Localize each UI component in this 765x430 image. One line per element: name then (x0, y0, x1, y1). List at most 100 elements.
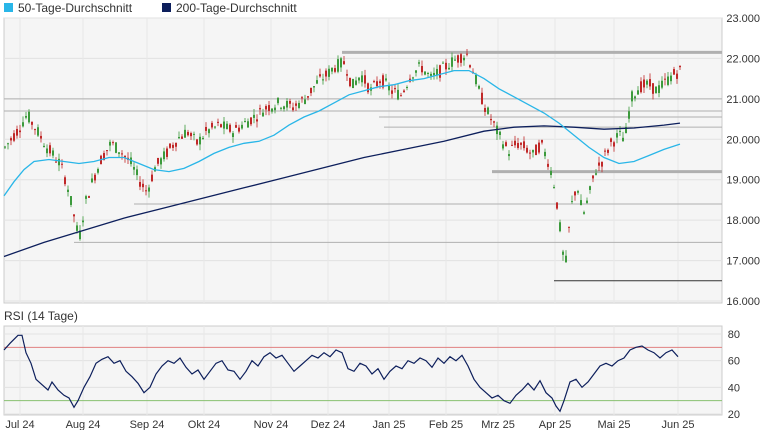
candle-body (79, 230, 81, 240)
candle-body (637, 90, 639, 95)
candle-body (484, 107, 486, 112)
candle-body (298, 102, 300, 108)
candle-body (262, 112, 264, 117)
candle-body (478, 85, 480, 89)
x-tick-label: Jul 24 (5, 419, 34, 430)
candle-body (49, 145, 51, 154)
candle-body (442, 62, 444, 64)
candle-body (526, 147, 528, 153)
candle-body (487, 107, 489, 114)
x-tick-label: Jun 25 (661, 419, 694, 430)
candle-body (610, 138, 612, 142)
candle-body (463, 57, 465, 61)
candle-body (133, 166, 135, 170)
price-panel (3, 17, 723, 304)
candle-body (337, 59, 339, 72)
candle-body (562, 251, 564, 255)
candle-body (238, 127, 240, 132)
candle-body (73, 214, 75, 217)
candle-body (19, 130, 21, 133)
price-tick-label: 18.000 (726, 215, 760, 227)
legend-swatch-sma50 (4, 3, 13, 12)
candle-body (481, 92, 483, 105)
candle-body (475, 74, 477, 85)
candle-body (34, 129, 36, 131)
candle-body (229, 124, 231, 132)
candle-body (310, 87, 312, 94)
candle-body (205, 126, 207, 131)
candle-body (601, 161, 603, 167)
candle-body (448, 67, 450, 70)
candle-body (514, 140, 516, 146)
candle-body (646, 80, 648, 85)
candle-body (244, 121, 246, 123)
candle-body (106, 150, 108, 152)
candle-body (199, 136, 201, 145)
candle-body (40, 135, 42, 139)
candle-body (679, 65, 681, 68)
candle-body (208, 129, 210, 134)
candle-body (364, 75, 366, 84)
candle-body (256, 119, 258, 122)
price-y-axis: 16.000 17.000 18.000 19.000 20.000 21.000 22.0… (726, 13, 760, 308)
candle-body (268, 105, 270, 111)
candle-body (568, 226, 570, 228)
candle-body (115, 142, 117, 153)
price-tick-label: 23.000 (726, 13, 760, 25)
price-tick-label: 21.000 (726, 94, 760, 106)
candle-body (553, 187, 555, 189)
candle-body (157, 158, 159, 164)
candle-body (25, 115, 27, 118)
candle-body (322, 79, 324, 81)
candle-body (400, 95, 402, 97)
rsi-tick-label: 60 (728, 356, 740, 368)
candle-body (580, 200, 582, 206)
x-tick-label: Apr 25 (539, 419, 571, 430)
candle-body (433, 72, 435, 76)
candle-body (4, 146, 6, 148)
candle-body (541, 140, 543, 143)
candle-body (358, 77, 360, 81)
candle-body (226, 123, 228, 130)
candle-body (46, 148, 48, 154)
legend-swatch-sma200 (162, 3, 171, 12)
candle-body (673, 69, 675, 75)
candle-body (373, 81, 375, 83)
rsi-line (3, 334, 679, 413)
candle-body (319, 74, 321, 77)
candle-body (460, 54, 462, 63)
candle-body (61, 163, 63, 165)
candle-body (28, 111, 30, 123)
candle-body (178, 136, 180, 139)
candle-body (583, 212, 585, 214)
candle-body (598, 162, 600, 166)
candle-body (415, 70, 417, 73)
candle-body (328, 68, 330, 77)
candle-body (253, 114, 255, 118)
candle-body (397, 89, 399, 100)
candle-body (538, 142, 540, 153)
candle-body (523, 141, 525, 149)
candle-body (595, 173, 597, 175)
candle-body (382, 75, 384, 88)
candle-body (148, 187, 150, 192)
candle-body (52, 150, 54, 156)
candle-body (43, 145, 45, 148)
candle-body (628, 111, 630, 119)
candle-body (307, 96, 309, 98)
price-tick-label: 22.000 (726, 53, 760, 65)
candle-body (103, 153, 105, 160)
candle-body (424, 71, 426, 75)
candle-body (91, 178, 93, 183)
candle-body (58, 158, 60, 166)
candle-body (625, 127, 627, 134)
candle-body (667, 76, 669, 85)
x-tick-label: Okt 24 (188, 419, 220, 430)
candle-body (316, 80, 318, 84)
candle-body (274, 107, 276, 111)
candle-body (394, 88, 396, 90)
candle-body (379, 81, 381, 84)
candle-body (571, 201, 573, 203)
candle-body (676, 73, 678, 79)
candle-body (574, 191, 576, 196)
